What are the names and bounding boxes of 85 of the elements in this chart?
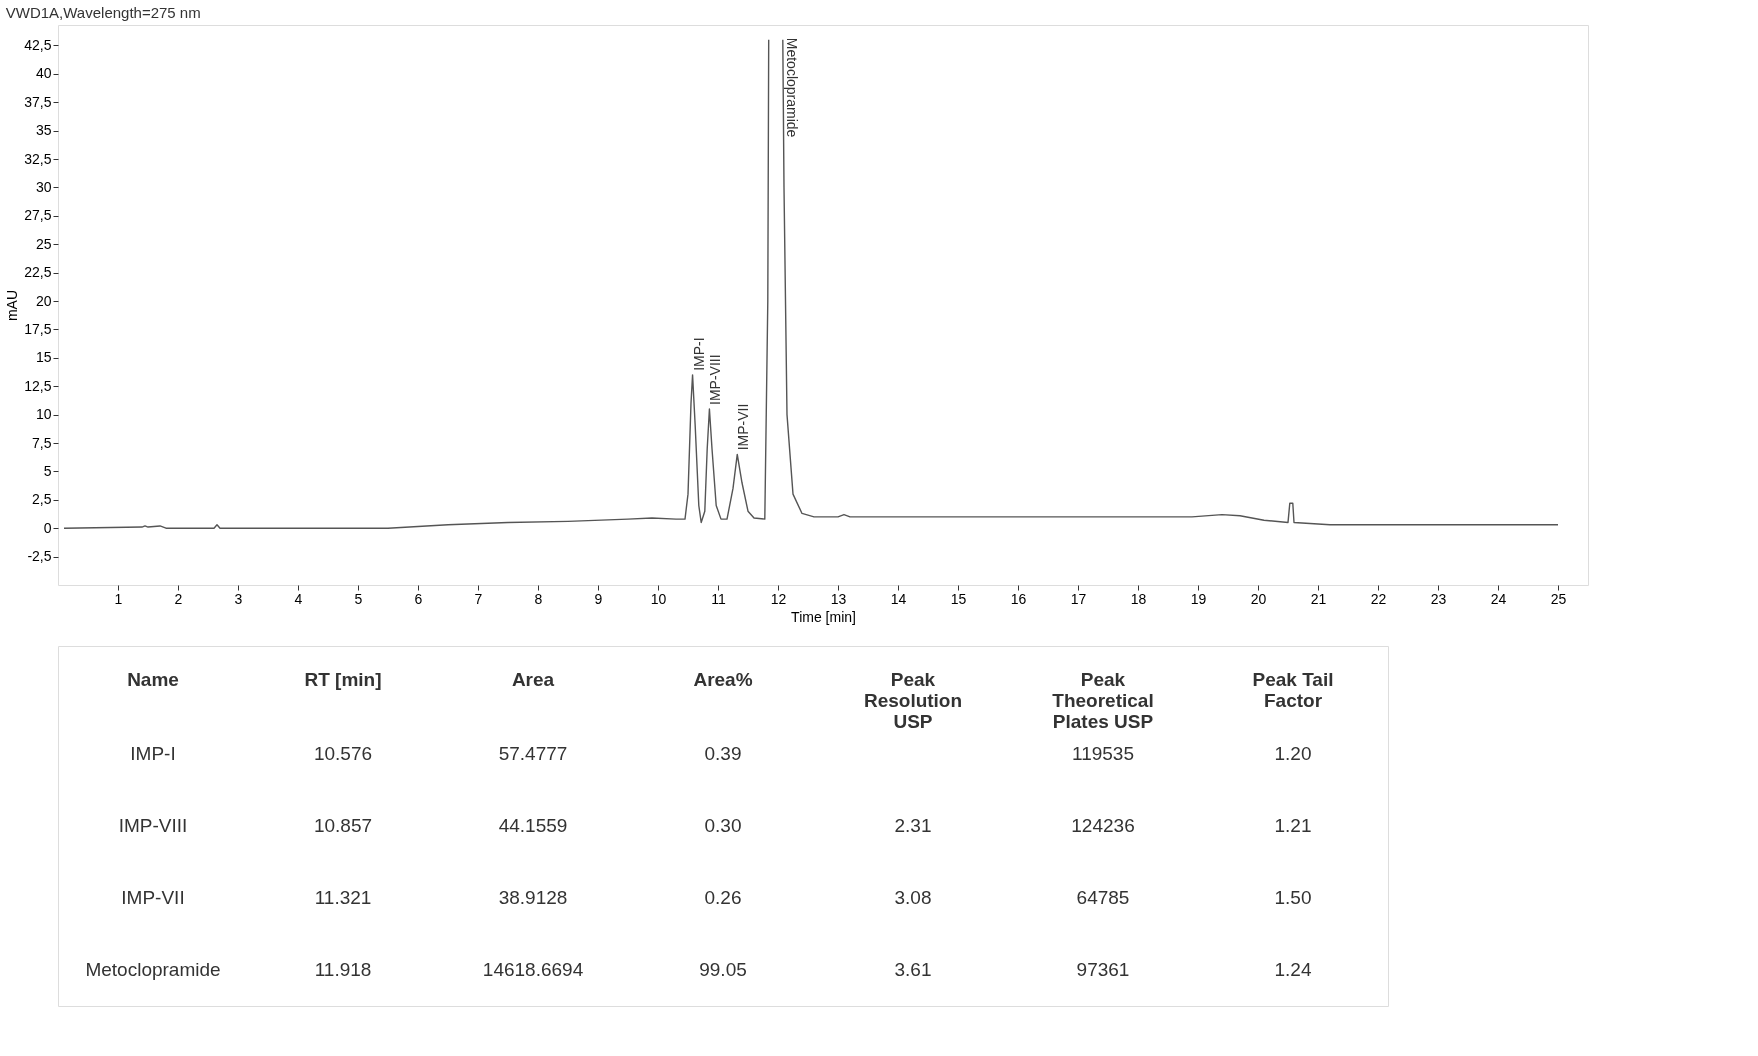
x-tick-label: 9 [594,590,603,607]
annotation: IMP-I [690,337,707,371]
x-tick-label: 21 [1310,590,1327,607]
text: 1.50 [1274,887,1312,908]
y-tick-label: -2,5 [27,548,52,565]
x-tick-label: 13 [830,590,847,607]
y-tick-label: 32,5 [24,150,52,167]
y-tick-label: 30 [35,178,52,195]
y-tick-label: 20 [35,292,52,309]
y-tick-label: 25 [35,235,52,252]
x-tick-label: 24 [1490,590,1507,607]
text: 64785 [1076,887,1130,908]
category-label: IMP-VIII [118,815,188,836]
text: 99.05 [699,959,747,980]
text: 14618.6694 [482,959,584,980]
x-tick-label: 14 [890,590,907,607]
y-tick-label: 37,5 [24,93,52,110]
x-tick-label: 11 [711,590,726,607]
x-tick-label: 2 [174,590,183,607]
text: 0.39 [704,743,742,764]
category-label: IMP-VII [121,887,185,908]
y-tick-label: 35 [35,122,52,139]
category-label: Peak Theoretical Plates USP [1052,669,1154,732]
text: 124236 [1071,815,1135,836]
chart-title: VWD1A,Wavelength=275 nm [5,4,201,21]
y-tick-label: 5 [43,462,52,479]
text: 11.321 [314,887,372,908]
annotation: IMP-VII [735,403,752,451]
text: 1.24 [1274,959,1312,980]
x-tick-label: 25 [1550,590,1567,607]
x-tick-label: 16 [1010,590,1027,607]
x-tick-label: 1 [114,590,123,607]
y-tick-label: 2,5 [32,491,52,508]
text: 57.4777 [498,743,568,764]
category-label: Metoclopramide [85,959,221,980]
x-tick-label: 3 [234,590,243,607]
text: 0.30 [704,815,742,836]
x-tick-label: 5 [354,590,363,607]
text: 11.918 [314,959,372,980]
x-tick-label: 6 [414,590,423,607]
category-label: Peak Resolution USP [863,669,963,732]
x-tick-label: 12 [770,590,787,607]
category-label: Name [127,669,179,690]
text: 119535 [1072,743,1134,764]
category-label: Area [511,669,555,690]
x-tick-label: 7 [474,590,483,607]
text: 0.26 [704,887,742,908]
y-tick-label: 12,5 [24,377,52,394]
y-tick-label: 17,5 [24,320,52,337]
text: 10.857 [313,815,373,836]
y-tick-label: 40 [35,65,52,82]
x-tick-label: 18 [1130,590,1147,607]
y-tick-label: 0 [43,519,52,536]
text: 3.61 [894,959,932,980]
text: 44.1559 [498,815,568,836]
annotation: IMP-VIII [707,354,724,405]
y-tick-label: 15 [35,349,52,366]
y-tick-label: 10 [35,406,52,423]
x-tick-label: 22 [1370,590,1387,607]
annotation: Metoclopramide [783,37,800,138]
x-tick-label: 17 [1070,590,1087,607]
x-tick-label: 15 [950,590,967,607]
category-label: Peak Tail Factor [1252,669,1334,711]
x-tick-label: 4 [294,590,303,607]
text: 3.08 [894,887,932,908]
y-tick-label: 7,5 [32,434,52,451]
text: 38.9128 [498,887,568,908]
y-tick-label: 42,5 [24,36,52,53]
text: 10.576 [313,743,373,764]
y-tick-label: 27,5 [24,207,52,224]
text: 1.21 [1274,815,1312,836]
text: 97361 [1076,959,1130,980]
category-label: IMP-I [130,743,176,764]
text: 1.20 [1274,743,1312,764]
y-tick-label: 22,5 [24,264,52,281]
x-tick-label: 8 [534,590,543,607]
x-tick-label: 10 [650,590,667,607]
y-axis-title: mAU [4,289,21,322]
category-label: RT [min] [304,669,382,690]
category-label: Area% [693,669,753,690]
x-axis-title: Time [min] [791,608,856,625]
text: 2.31 [894,815,932,836]
x-tick-label: 19 [1190,590,1207,607]
x-tick-label: 23 [1430,590,1447,607]
x-tick-label: 20 [1250,590,1267,607]
